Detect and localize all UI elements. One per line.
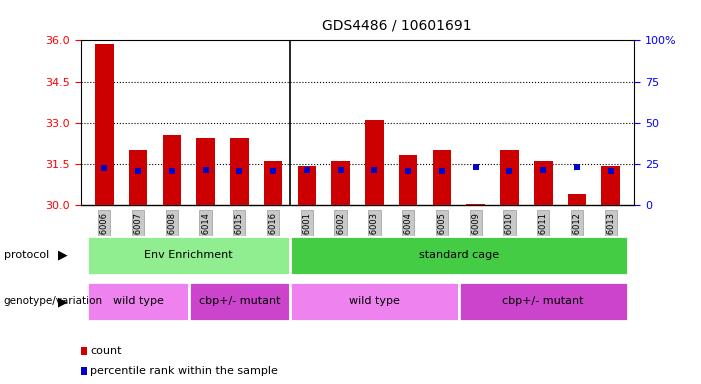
Bar xyxy=(196,138,215,205)
Text: count: count xyxy=(90,346,122,356)
Bar xyxy=(129,151,147,205)
Bar xyxy=(399,154,418,205)
Bar xyxy=(433,151,451,205)
Text: cbp+/- mutant: cbp+/- mutant xyxy=(198,296,280,306)
Bar xyxy=(230,138,249,205)
Text: ▶: ▶ xyxy=(57,249,67,262)
Bar xyxy=(365,120,383,205)
Bar xyxy=(95,45,114,205)
Bar xyxy=(601,166,620,205)
Text: genotype/variation: genotype/variation xyxy=(4,296,102,306)
Bar xyxy=(163,135,181,205)
Bar xyxy=(297,166,316,205)
Bar xyxy=(459,282,627,321)
Bar xyxy=(568,194,586,205)
Text: Env Enrichment: Env Enrichment xyxy=(144,250,233,260)
Text: GDS4486 / 10601691: GDS4486 / 10601691 xyxy=(322,19,472,33)
Bar xyxy=(466,204,485,205)
Bar xyxy=(290,282,459,321)
Text: protocol: protocol xyxy=(4,250,49,260)
Bar xyxy=(290,236,627,275)
Text: percentile rank within the sample: percentile rank within the sample xyxy=(90,366,278,376)
Text: ▶: ▶ xyxy=(57,295,67,308)
Bar xyxy=(332,161,350,205)
Bar xyxy=(501,151,519,205)
Bar xyxy=(88,236,290,275)
Text: cbp+/- mutant: cbp+/- mutant xyxy=(503,296,584,306)
Bar xyxy=(189,282,290,321)
Text: standard cage: standard cage xyxy=(418,250,499,260)
Bar xyxy=(264,161,283,205)
Bar xyxy=(534,161,552,205)
Bar xyxy=(88,282,189,321)
Text: wild type: wild type xyxy=(349,296,400,306)
Text: wild type: wild type xyxy=(113,296,163,306)
